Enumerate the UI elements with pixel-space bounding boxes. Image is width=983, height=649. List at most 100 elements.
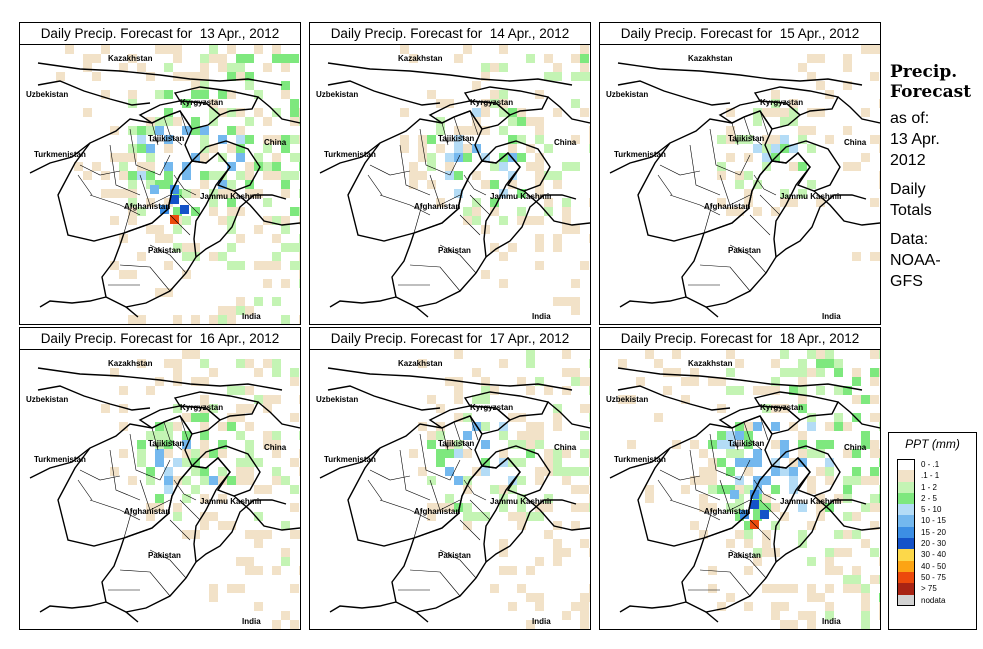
precip-cell bbox=[508, 566, 517, 575]
precip-cell bbox=[580, 63, 589, 72]
precip-cell bbox=[726, 449, 735, 458]
precip-cell bbox=[816, 108, 825, 117]
precip-cell bbox=[744, 602, 753, 611]
precip-cell bbox=[454, 413, 463, 422]
map-label-afghanistan: Afghanistan bbox=[124, 507, 170, 516]
country-border bbox=[485, 499, 577, 563]
precip-cell bbox=[735, 431, 744, 440]
precip-cell bbox=[499, 252, 508, 261]
precip-cell bbox=[879, 503, 880, 512]
precip-cell bbox=[879, 45, 880, 54]
precip-cell bbox=[272, 368, 281, 377]
precip-cell bbox=[699, 494, 708, 503]
precip-cell bbox=[726, 126, 735, 135]
precip-cell bbox=[580, 449, 589, 458]
precip-cell bbox=[571, 54, 580, 63]
precip-cell bbox=[544, 467, 553, 476]
precip-cell bbox=[825, 359, 834, 368]
precip-cell bbox=[272, 171, 281, 180]
precip-cell bbox=[681, 485, 690, 494]
precip-cell bbox=[245, 449, 254, 458]
precip-cell bbox=[544, 144, 553, 153]
precip-cell bbox=[508, 171, 517, 180]
precip-cell bbox=[463, 503, 472, 512]
precip-cell bbox=[481, 99, 490, 108]
legend-label: 5 - 10 bbox=[921, 505, 942, 515]
precip-cell bbox=[771, 377, 780, 386]
precip-cell bbox=[236, 386, 245, 395]
precip-cell bbox=[281, 279, 290, 288]
precip-cell bbox=[236, 458, 245, 467]
precip-cell bbox=[771, 584, 780, 593]
precip-cell bbox=[589, 72, 590, 81]
precip-cell bbox=[101, 189, 110, 198]
precip-cell bbox=[263, 216, 272, 225]
precip-cell bbox=[227, 476, 236, 485]
precip-cell bbox=[290, 243, 299, 252]
precip-cell bbox=[146, 153, 155, 162]
precip-cell bbox=[798, 386, 807, 395]
precip-cell bbox=[481, 395, 490, 404]
precip-cell bbox=[164, 234, 173, 243]
precip-cell bbox=[526, 449, 535, 458]
precip-cell bbox=[173, 207, 182, 216]
precip-cell bbox=[834, 368, 843, 377]
precip-cell bbox=[472, 207, 481, 216]
precip-cell bbox=[418, 171, 427, 180]
precip-cell bbox=[263, 171, 272, 180]
precip-cell bbox=[517, 431, 526, 440]
precip-cell bbox=[218, 90, 227, 99]
precip-cell bbox=[119, 153, 128, 162]
precip-cell bbox=[128, 180, 137, 189]
precip-cell bbox=[726, 431, 735, 440]
precip-cell bbox=[137, 449, 146, 458]
precip-cell bbox=[753, 458, 762, 467]
precip-cell bbox=[870, 575, 879, 584]
precip-cell bbox=[418, 135, 427, 144]
map-label-india: India bbox=[822, 312, 841, 321]
precip-cell bbox=[290, 530, 299, 539]
precip-cell bbox=[807, 350, 816, 359]
precip-cell bbox=[272, 297, 281, 306]
precip-cell bbox=[164, 117, 173, 126]
precip-cell bbox=[807, 126, 816, 135]
precip-cell bbox=[789, 99, 798, 108]
precip-cell bbox=[92, 162, 101, 171]
precip-cell bbox=[146, 225, 155, 234]
precip-cell bbox=[535, 593, 544, 602]
precip-cell bbox=[571, 72, 580, 81]
precip-cell bbox=[427, 90, 436, 99]
precip-cell bbox=[463, 153, 472, 162]
panel-title: Daily Precip. Forecast for 15 Apr., 2012 bbox=[600, 23, 880, 45]
precip-cell bbox=[553, 243, 562, 252]
precip-cell bbox=[580, 539, 589, 548]
precip-cell bbox=[436, 126, 445, 135]
precip-cell bbox=[290, 171, 299, 180]
precip-cell bbox=[463, 431, 472, 440]
precip-cell bbox=[879, 135, 880, 144]
precip-cell bbox=[83, 63, 92, 72]
precip-cell bbox=[750, 490, 759, 499]
precip-cell bbox=[553, 539, 562, 548]
precip-cell bbox=[472, 512, 481, 521]
precip-cell bbox=[218, 306, 227, 315]
precip-cell bbox=[580, 45, 589, 54]
precip-cell bbox=[182, 171, 191, 180]
precip-cell bbox=[843, 476, 852, 485]
precip-cell bbox=[825, 422, 834, 431]
precip-cell bbox=[218, 521, 227, 530]
precip-cell bbox=[879, 171, 880, 180]
precip-cell bbox=[870, 476, 879, 485]
daily-label: Daily bbox=[890, 181, 926, 198]
precip-cell bbox=[762, 584, 771, 593]
precip-cell bbox=[290, 108, 299, 117]
precip-cell bbox=[182, 189, 191, 198]
precip-cell bbox=[445, 377, 454, 386]
precip-cell bbox=[870, 198, 879, 207]
precip-cell bbox=[816, 198, 825, 207]
country-border bbox=[428, 405, 512, 435]
precip-cell bbox=[155, 45, 164, 54]
precip-cell bbox=[137, 458, 146, 467]
data-label: Data: bbox=[890, 231, 929, 248]
precip-cell bbox=[281, 548, 290, 557]
